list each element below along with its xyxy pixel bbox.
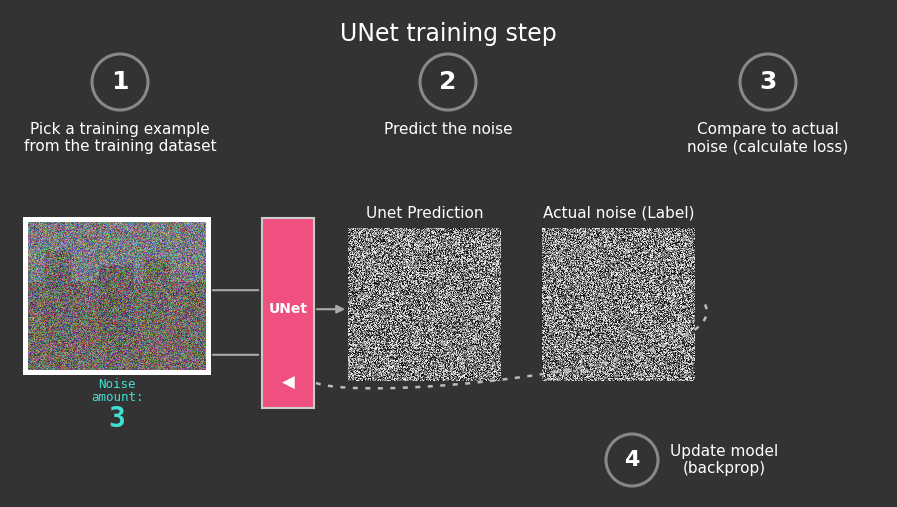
Text: Compare to actual
noise (calculate loss): Compare to actual noise (calculate loss) <box>687 122 849 155</box>
Text: ◀: ◀ <box>282 374 294 392</box>
Text: Actual noise (Label): Actual noise (Label) <box>543 206 694 221</box>
Text: Predict the noise: Predict the noise <box>384 122 512 137</box>
Text: 3: 3 <box>109 405 126 433</box>
Text: Update model
(backprop): Update model (backprop) <box>670 444 779 476</box>
Bar <box>23 217 211 375</box>
Text: amount:: amount: <box>91 391 144 404</box>
Text: UNet: UNet <box>268 302 308 316</box>
Text: UNet training step: UNet training step <box>340 22 556 46</box>
Text: Noise: Noise <box>99 378 135 391</box>
Text: 2: 2 <box>440 70 457 94</box>
Text: 4: 4 <box>624 450 640 470</box>
Text: 1: 1 <box>111 70 129 94</box>
Bar <box>262 218 314 408</box>
Text: 3: 3 <box>760 70 777 94</box>
Text: Unet Prediction: Unet Prediction <box>366 206 483 221</box>
Text: Pick a training example
from the training dataset: Pick a training example from the trainin… <box>23 122 216 155</box>
